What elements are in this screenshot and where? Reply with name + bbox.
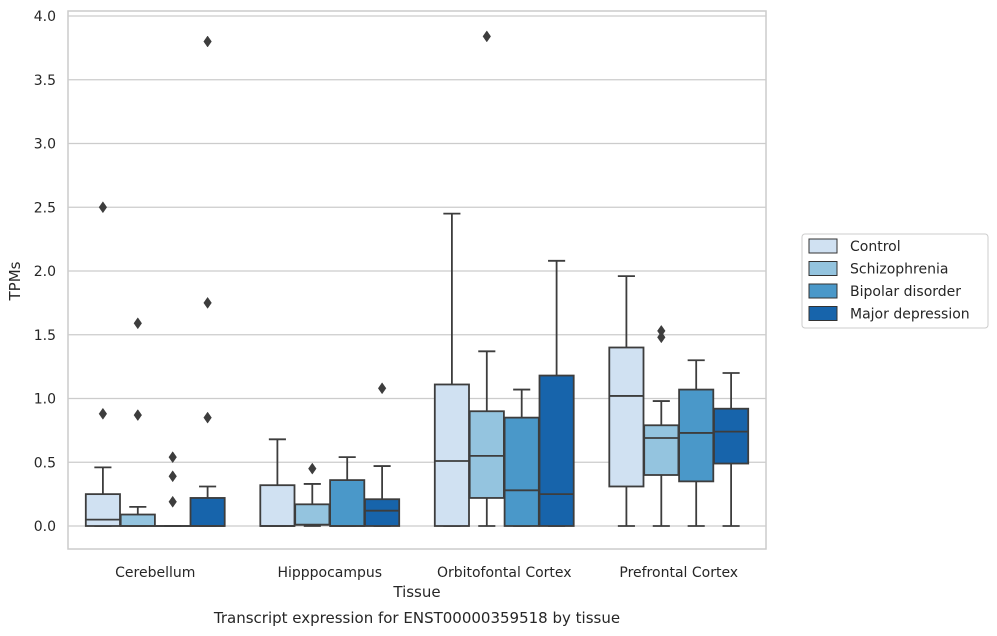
- legend-swatch: [808, 306, 838, 321]
- y-tick-label: 1.5: [34, 328, 56, 344]
- y-tick-label: 2.5: [34, 200, 56, 216]
- box-schizophrenia: [294, 462, 331, 527]
- x-tick-label: Cerebellum: [115, 565, 195, 581]
- y-tick-label: 3.5: [34, 73, 56, 89]
- x-tick-label: Orbitofontal Cortex: [437, 565, 572, 581]
- grid-lines: [68, 15, 766, 527]
- outlier-point: [203, 411, 212, 424]
- box-rect: [119, 513, 156, 527]
- box-rect: [468, 410, 505, 499]
- legend-swatch: [808, 283, 838, 299]
- legend-swatch: [808, 261, 838, 276]
- outlier-point: [133, 317, 142, 330]
- box-schizophrenia: [119, 317, 156, 527]
- box-series: [84, 30, 750, 527]
- y-tick-label: 0.0: [34, 519, 56, 535]
- y-tick-label: 4.0: [34, 9, 56, 25]
- legend-frame: [801, 233, 989, 329]
- outlier-point: [377, 382, 387, 395]
- box-rect: [678, 388, 715, 483]
- y-tick-label: 2.0: [34, 264, 56, 280]
- box-rect: [433, 383, 470, 527]
- box-rect: [329, 479, 366, 527]
- outlier-point: [168, 495, 177, 508]
- outlier-point: [308, 462, 317, 475]
- box-rect: [503, 416, 540, 527]
- box-rect: [713, 407, 750, 465]
- x-tick-label: Prefrontal Cortex: [619, 565, 738, 581]
- box-rect: [189, 497, 226, 527]
- box-control: [259, 438, 296, 527]
- y-axis-label: TPMs: [6, 261, 24, 301]
- box-bipolar-disorder: [678, 359, 715, 527]
- legend: Control Schizophrenia Bipolar disorder Majo…: [801, 233, 989, 329]
- y-tick-label: 3.0: [34, 137, 56, 153]
- box-bipolar-disorder: [329, 456, 366, 527]
- box-bipolar-disorder: [154, 451, 191, 527]
- legend-label: Schizophrenia: [850, 262, 948, 278]
- box-control: [433, 212, 470, 527]
- box-rect: [294, 503, 331, 526]
- plot-frame: [67, 10, 767, 550]
- box-schizophrenia: [643, 324, 680, 527]
- outlier-point: [133, 409, 142, 422]
- legend-swatch: [808, 238, 838, 254]
- box-major-depression: [538, 259, 575, 527]
- chart-title: Transcript expression for ENST0000035951…: [213, 609, 620, 627]
- box-rect: [643, 424, 680, 476]
- box-rect: [84, 493, 121, 527]
- outlier-point: [657, 324, 666, 337]
- outlier-point: [168, 451, 177, 464]
- box-schizophrenia: [468, 30, 505, 527]
- box-rect: [364, 498, 401, 527]
- legend-label: Bipolar disorder: [850, 284, 961, 300]
- legend-label: Major depression: [850, 307, 970, 323]
- y-tick-labels: 0.0 0.5 1.0 1.5 2.0 2.5 3.0 3.5 4.0: [34, 9, 56, 535]
- box-major-depression: [364, 382, 401, 527]
- outlier-point: [203, 35, 212, 48]
- box-control: [608, 275, 645, 527]
- outlier-point: [98, 407, 108, 420]
- box-rect: [538, 374, 575, 527]
- outlier-point: [657, 331, 666, 344]
- x-tick-label: Hipppocampus: [277, 565, 382, 581]
- outlier-point: [98, 201, 108, 214]
- x-tick-labels: Cerebellum Hipppocampus Orbitofontal Corte…: [115, 565, 738, 581]
- box-rect: [259, 484, 296, 527]
- y-tick-label: 1.0: [34, 392, 56, 408]
- x-axis-label: Tissue: [392, 583, 440, 601]
- box-major-depression: [713, 372, 750, 527]
- y-tick-label: 0.5: [34, 455, 56, 471]
- box-major-depression: [189, 35, 226, 527]
- box-bipolar-disorder: [503, 388, 540, 527]
- box-rect: [608, 346, 645, 488]
- outlier-point: [203, 296, 212, 309]
- legend-label: Control: [850, 239, 901, 255]
- outlier-point: [168, 470, 177, 483]
- outlier-point: [482, 30, 491, 43]
- box-control: [84, 201, 121, 527]
